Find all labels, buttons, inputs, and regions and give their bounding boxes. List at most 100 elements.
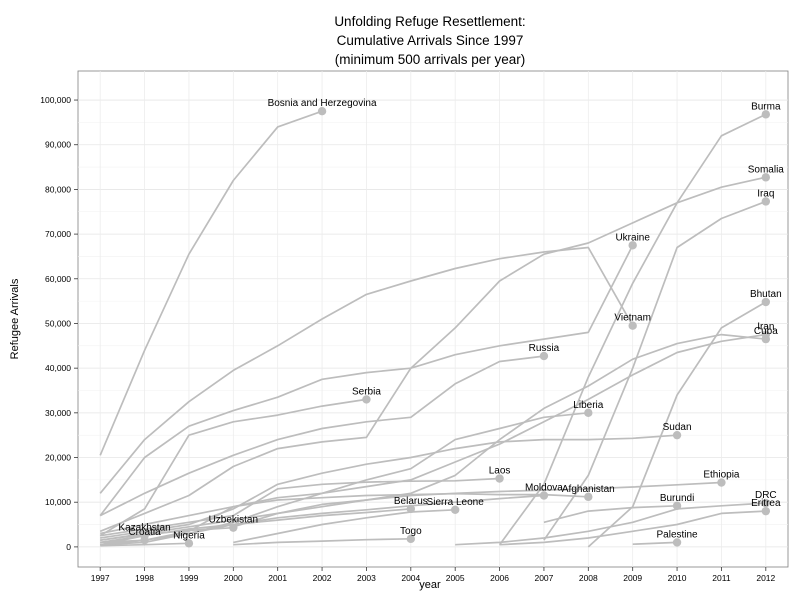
label-sudan: Sudan — [663, 422, 692, 433]
label-iraq: Iraq — [757, 188, 774, 199]
label-kazakhstan: Kazakhstan — [118, 523, 170, 534]
label-bhutan: Bhutan — [750, 289, 782, 300]
y-tick-label: 0 — [66, 542, 71, 552]
end-point-somalia — [761, 173, 771, 182]
end-point-moldova — [539, 491, 549, 500]
series-line-serbia — [99, 398, 367, 537]
label-ethiopia: Ethiopia — [703, 470, 740, 481]
y-tick-label: 50,000 — [45, 318, 71, 328]
x-tick-label: 2011 — [712, 573, 731, 583]
label-drc: DRC — [755, 490, 777, 501]
series-line-iran — [100, 333, 766, 535]
series-line-palestine — [632, 541, 678, 546]
y-tick-label: 100,000 — [40, 95, 71, 105]
series-line-afghanistan — [100, 492, 589, 546]
end-point-laos — [495, 474, 504, 483]
y-tick-label: 40,000 — [45, 363, 71, 373]
x-tick-label: 2004 — [401, 573, 420, 583]
y-tick-label: 90,000 — [45, 140, 71, 150]
x-tick-label: 2007 — [534, 573, 553, 583]
end-point-russia — [539, 351, 549, 361]
end-point-bhutan — [761, 297, 771, 307]
series-line-drc — [455, 502, 766, 546]
x-tick-label: 2012 — [756, 573, 775, 583]
label-liberia: Liberia — [573, 400, 603, 411]
series-line-russia — [99, 355, 545, 517]
x-tick-label: 2005 — [446, 573, 465, 583]
x-tick-label: 1997 — [91, 573, 110, 583]
label-palestine: Palestine — [656, 529, 698, 540]
x-tick-label: 1998 — [135, 573, 154, 583]
series-line-burma — [498, 113, 767, 546]
end-point-belarus — [406, 504, 416, 514]
series-line-vietnam — [99, 246, 634, 494]
x-tick-label: 2010 — [668, 573, 687, 583]
chart-title-line-3: (minimum 500 arrivals per year) — [335, 52, 526, 67]
end-point-uzbekistan — [229, 523, 238, 532]
series-line-cuba — [100, 333, 766, 542]
series-labels: Bosnia and Herzegovina Burma Somalia Iraq Uk… — [118, 98, 784, 541]
label-vietnam: Vietnam — [614, 313, 651, 324]
label-serbia: Serbia — [352, 386, 381, 397]
series-line-burundi — [543, 504, 678, 524]
end-point-palestine — [672, 538, 682, 547]
label-croatia: Croatia — [128, 527, 161, 538]
end-point-burma — [761, 110, 771, 119]
label-burma: Burma — [751, 101, 781, 112]
series-line-laos — [100, 477, 500, 537]
series-line-bhutan — [587, 301, 767, 548]
series-end-points — [140, 107, 771, 548]
end-point-liberia — [584, 408, 593, 418]
y-tick-label: 60,000 — [45, 274, 71, 284]
label-belarus: Belarus — [394, 496, 428, 507]
label-sierra-leone: Sierra Leone — [427, 497, 485, 508]
label-laos: Laos — [489, 466, 511, 477]
label-bosnia-and-herzegovina: Bosnia and Herzegovina — [268, 98, 377, 109]
end-point-croatia — [140, 535, 149, 545]
label-moldova: Moldova — [525, 483, 563, 494]
y-tick-label: 20,000 — [45, 453, 71, 463]
series-lines — [99, 110, 767, 548]
end-point-burundi — [672, 501, 682, 510]
axes: 0 10,000 20,000 30,000 40,000 50,000 60,000 70,… — [40, 95, 775, 583]
y-tick-label: 10,000 — [45, 497, 71, 507]
series-line-bosnia-and-herzegovina — [99, 110, 323, 456]
label-eritrea: Eritrea — [751, 498, 781, 509]
series-line-uzbekistan — [100, 526, 234, 542]
end-point-bosnia-and-herzegovina — [317, 107, 327, 116]
x-tick-label: 2008 — [579, 573, 598, 583]
chart-title-line-2: Cumulative Arrivals Since 1997 — [337, 33, 524, 48]
x-tick-label: 2003 — [357, 573, 376, 583]
series-line-croatia — [100, 539, 145, 544]
y-tick-label: 80,000 — [45, 184, 71, 194]
series-line-eritrea — [499, 510, 766, 546]
label-nigeria: Nigeria — [173, 530, 205, 541]
label-uzbekistan: Uzbekistan — [209, 515, 258, 526]
end-point-drc — [761, 498, 771, 508]
series-line-iraq — [543, 200, 767, 541]
grid-lines — [78, 71, 788, 567]
end-point-serbia — [362, 395, 371, 404]
label-burundi: Burundi — [660, 493, 694, 504]
x-tick-label: 2002 — [313, 573, 332, 583]
x-tick-label: 2000 — [224, 573, 243, 583]
y-tick-label: 70,000 — [45, 229, 71, 239]
end-point-togo — [406, 534, 416, 544]
end-point-vietnam — [628, 321, 637, 330]
end-point-sudan — [672, 430, 682, 440]
series-line-moldova — [100, 494, 544, 546]
x-tick-label: 2006 — [490, 573, 509, 583]
series-line-ethiopia — [233, 481, 722, 528]
end-point-sierra-leone — [450, 505, 460, 515]
series-line-sierra-leone — [233, 508, 456, 544]
end-point-iraq — [761, 197, 771, 206]
label-togo: Togo — [400, 526, 422, 537]
series-line-kazakhstan — [100, 534, 145, 546]
end-point-nigeria — [184, 539, 194, 548]
series-line-nigeria — [100, 542, 189, 547]
label-russia: Russia — [529, 343, 560, 354]
label-afghanistan: Afghanistan — [562, 484, 615, 495]
y-tick-label: 30,000 — [45, 408, 71, 418]
x-tick-label: 2009 — [623, 573, 642, 583]
